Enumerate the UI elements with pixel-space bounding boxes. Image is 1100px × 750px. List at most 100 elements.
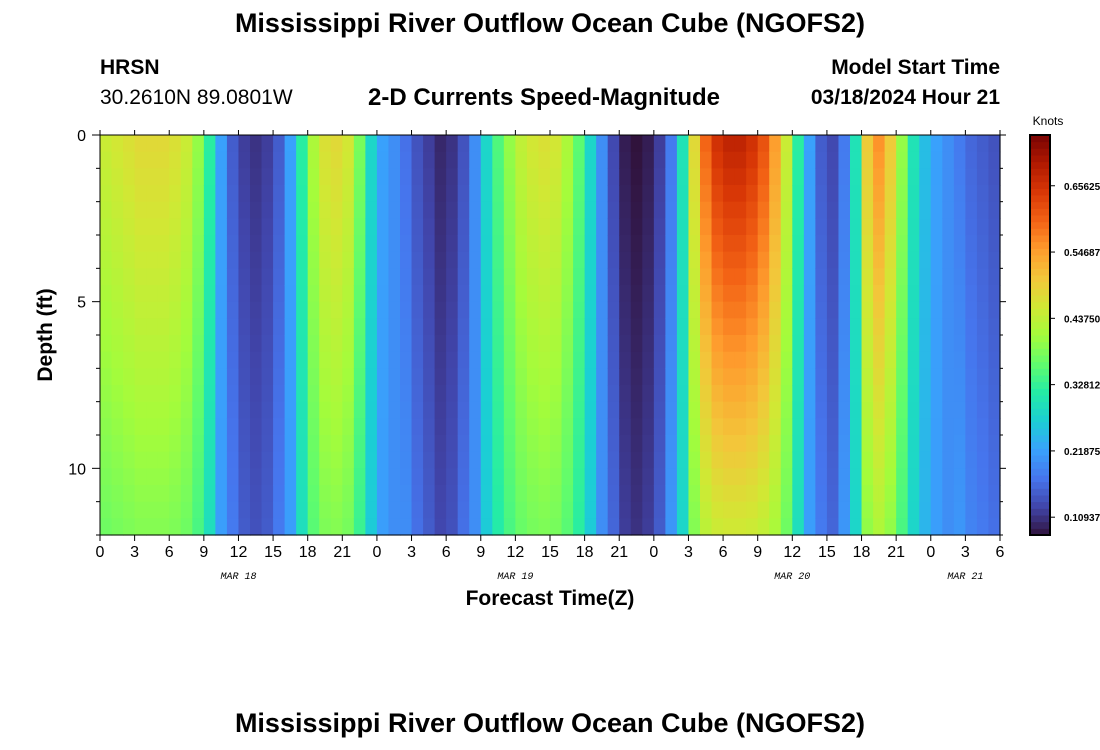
- heatmap-cell: [630, 418, 643, 436]
- x-tick-label: 9: [753, 544, 762, 561]
- heatmap-cell: [180, 318, 193, 336]
- heatmap-cell: [976, 318, 990, 336]
- heatmap-cell: [319, 285, 332, 303]
- heatmap-cell: [711, 251, 724, 269]
- heatmap-cell: [630, 318, 643, 336]
- heatmap-cell: [573, 501, 586, 519]
- heatmap-cell: [561, 401, 574, 419]
- heatmap-cell: [561, 451, 574, 469]
- heatmap-cell: [457, 185, 470, 203]
- heatmap-cell: [884, 351, 897, 369]
- heatmap-cell: [550, 435, 563, 453]
- heatmap-cell: [238, 468, 251, 486]
- heatmap-cell: [388, 285, 401, 303]
- colorbar-segment: [1030, 148, 1050, 156]
- heatmap-cell: [792, 318, 805, 336]
- heatmap-cell: [803, 218, 816, 236]
- heatmap-cell: [792, 385, 805, 403]
- heatmap-cell: [319, 518, 332, 536]
- heatmap-cell: [226, 168, 240, 186]
- x-tick-label: 18: [299, 544, 317, 561]
- heatmap-cell: [134, 485, 147, 503]
- heatmap-cell: [515, 485, 528, 503]
- colorbar-segment: [1030, 181, 1050, 189]
- heatmap-cell: [630, 385, 643, 403]
- heatmap-cell: [526, 335, 540, 353]
- heatmap-cell: [988, 435, 1001, 453]
- heatmap-cell: [400, 151, 413, 169]
- heatmap-cell: [561, 418, 574, 436]
- heatmap-cell: [723, 235, 736, 253]
- heatmap-cell: [261, 368, 274, 386]
- heatmap-cell: [550, 168, 563, 186]
- heatmap-cell: [688, 268, 701, 286]
- heatmap-cell: [100, 435, 113, 453]
- heatmap-cell: [711, 318, 724, 336]
- heatmap-cell: [930, 468, 943, 486]
- heatmap-cell: [607, 501, 620, 519]
- heatmap-cell: [596, 435, 609, 453]
- heatmap-cell: [388, 301, 401, 319]
- heatmap-cell: [942, 201, 955, 219]
- heatmap-cell: [619, 318, 632, 336]
- heatmap-cell: [250, 451, 263, 469]
- colorbar-segment: [1030, 268, 1050, 276]
- heatmap-cell: [526, 185, 540, 203]
- heatmap-cell: [792, 335, 805, 353]
- heatmap-cell: [953, 401, 966, 419]
- heatmap-cell: [757, 285, 770, 303]
- heatmap-cell: [988, 485, 1001, 503]
- heatmap-cell: [976, 201, 990, 219]
- heatmap-cell: [642, 468, 655, 486]
- heatmap-cell: [526, 368, 540, 386]
- heatmap-cell: [953, 235, 966, 253]
- heatmap-cell: [157, 285, 170, 303]
- heatmap-cell: [353, 485, 366, 503]
- heatmap-cell: [180, 168, 193, 186]
- heatmap-cell: [434, 435, 447, 453]
- heatmap-cell: [607, 518, 620, 536]
- heatmap-cell: [665, 135, 678, 153]
- heatmap-cell: [861, 418, 874, 436]
- colorbar-segment: [1030, 368, 1050, 376]
- heatmap-cell: [653, 185, 666, 203]
- heatmap-cell: [342, 401, 355, 419]
- heatmap-cell: [284, 135, 297, 153]
- heatmap-cell: [919, 368, 932, 386]
- heatmap-cell: [284, 501, 297, 519]
- heatmap-cell: [526, 435, 540, 453]
- heatmap-cell: [111, 151, 124, 169]
- heatmap-cell: [203, 201, 216, 219]
- heatmap-cell: [400, 468, 413, 486]
- heatmap-cell: [538, 401, 551, 419]
- heatmap-cell: [526, 268, 540, 286]
- heatmap-cell: [769, 401, 782, 419]
- heatmap-cell: [434, 135, 447, 153]
- heatmap-cell: [642, 168, 655, 186]
- heatmap-cell: [123, 201, 136, 219]
- heatmap-cell: [388, 518, 401, 536]
- heatmap-cell: [376, 218, 390, 236]
- heatmap-cell: [203, 418, 216, 436]
- heatmap-cell: [123, 285, 136, 303]
- heatmap-cell: [330, 285, 343, 303]
- heatmap-cell: [596, 501, 609, 519]
- heatmap-cell: [273, 418, 286, 436]
- heatmap-cell: [953, 418, 966, 436]
- heatmap-cell: [653, 401, 666, 419]
- heatmap-cell: [307, 335, 320, 353]
- heatmap-cell: [250, 301, 263, 319]
- heatmap-cell: [919, 518, 932, 536]
- heatmap-cell: [515, 335, 528, 353]
- heatmap-cell: [942, 218, 955, 236]
- heatmap-cell: [226, 268, 240, 286]
- colorbar-segment: [1030, 241, 1050, 249]
- heatmap-cell: [642, 385, 655, 403]
- heatmap-cell: [146, 468, 159, 486]
- colorbar-segment: [1030, 288, 1050, 296]
- heatmap-cell: [976, 218, 990, 236]
- heatmap-cell: [953, 501, 966, 519]
- heatmap-cell: [319, 401, 332, 419]
- heatmap-cell: [723, 201, 736, 219]
- heatmap-cell: [342, 218, 355, 236]
